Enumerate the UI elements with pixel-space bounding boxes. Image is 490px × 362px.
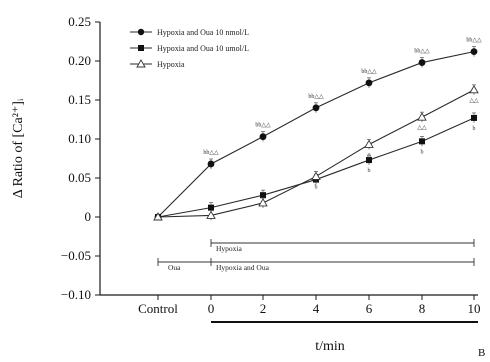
axes: 0.25 0.20 0.15 0.10 0.05 0 −0.05 −0.10 Δ Ratio o…	[11, 14, 481, 354]
oua-bar-label: Oua	[168, 263, 181, 272]
data-point	[312, 104, 320, 112]
significance-label: b	[368, 168, 371, 174]
x-tick-label: 8	[419, 301, 426, 316]
legend-marker	[137, 28, 145, 36]
significance-label: bb△△	[466, 38, 482, 44]
data-point	[153, 212, 163, 221]
significance-label: △△	[417, 125, 427, 131]
significance-label: bb△△	[203, 150, 219, 156]
legend: Hypoxia and Oua 10 nmol/L Hypoxia and Oua…	[130, 28, 249, 69]
significance-label: b	[315, 184, 318, 190]
data-point	[258, 198, 268, 207]
significance-label: △	[367, 152, 372, 158]
y-tick-label: 0.15	[68, 92, 91, 107]
treatment-bars: Hypoxia Oua Hypoxia and Oua	[157, 239, 475, 272]
legend-marker	[138, 45, 144, 51]
data-point	[259, 133, 267, 141]
legend-label: Hypoxia and Oua 10 umol/L	[157, 44, 249, 53]
y-tick-label: 0.10	[68, 131, 91, 146]
data-point	[208, 204, 214, 211]
legend-item-1: Hypoxia and Oua 10 nmol/L	[130, 28, 249, 37]
significance-label: bb△△	[308, 94, 324, 100]
x-tick-label: 4	[313, 301, 320, 316]
data-point	[471, 114, 477, 121]
significance-label: b	[473, 126, 476, 132]
legend-label: Hypoxia	[157, 60, 185, 69]
x-tick-label: 10	[468, 301, 481, 316]
series-2: b b b	[155, 112, 477, 220]
data-point	[419, 138, 425, 145]
series-line	[157, 117, 475, 218]
y-tick-label: 0.20	[68, 53, 91, 68]
panel-label: B	[478, 347, 485, 359]
y-tick-label: 0.05	[68, 170, 91, 185]
x-tick-label: 0	[208, 301, 215, 316]
data-point	[206, 210, 216, 219]
y-tick-label: 0	[85, 209, 92, 224]
legend-item-3: Hypoxia	[130, 59, 185, 69]
y-tick-label: −0.05	[61, 248, 91, 263]
significance-label: bb△△	[361, 69, 377, 75]
y-axis-title: Δ Ratio of [Ca²⁺]ᵢ	[11, 98, 26, 198]
x-tick-label: Control	[138, 301, 178, 316]
x-tick-label: 2	[260, 301, 267, 316]
data-point	[470, 48, 478, 56]
data-point	[311, 171, 321, 180]
y-tick-label: −0.10	[61, 287, 91, 302]
legend-label: Hypoxia and Oua 10 nmol/L	[157, 28, 249, 37]
series-1: bb△△bb△△bb△△bb△△bb△△bb△△	[154, 38, 482, 221]
data-point	[417, 112, 427, 121]
y-tick-label: 0.25	[68, 14, 91, 29]
significance-label: △△	[469, 98, 479, 104]
significance-label: b	[421, 149, 424, 155]
significance-label: bb△△	[414, 49, 430, 55]
x-tick-label: 6	[366, 301, 373, 316]
data-point	[364, 139, 374, 148]
series-3: b△△△△△	[153, 84, 479, 221]
data-point	[418, 59, 426, 66]
data-point	[207, 160, 215, 168]
significance-label: bb△△	[255, 123, 271, 129]
data-point	[469, 84, 479, 94]
x-axis-title: t/min	[315, 339, 345, 354]
series-line	[157, 51, 475, 218]
hypoxia-oua-bar-label: Hypoxia and Oua	[216, 263, 270, 272]
legend-item-2: Hypoxia and Oua 10 umol/L	[130, 44, 249, 53]
data-point	[366, 157, 372, 164]
data-point	[260, 192, 266, 199]
data-point	[365, 79, 373, 87]
hypoxia-bar-label: Hypoxia	[216, 244, 243, 253]
legend-marker	[136, 59, 146, 68]
